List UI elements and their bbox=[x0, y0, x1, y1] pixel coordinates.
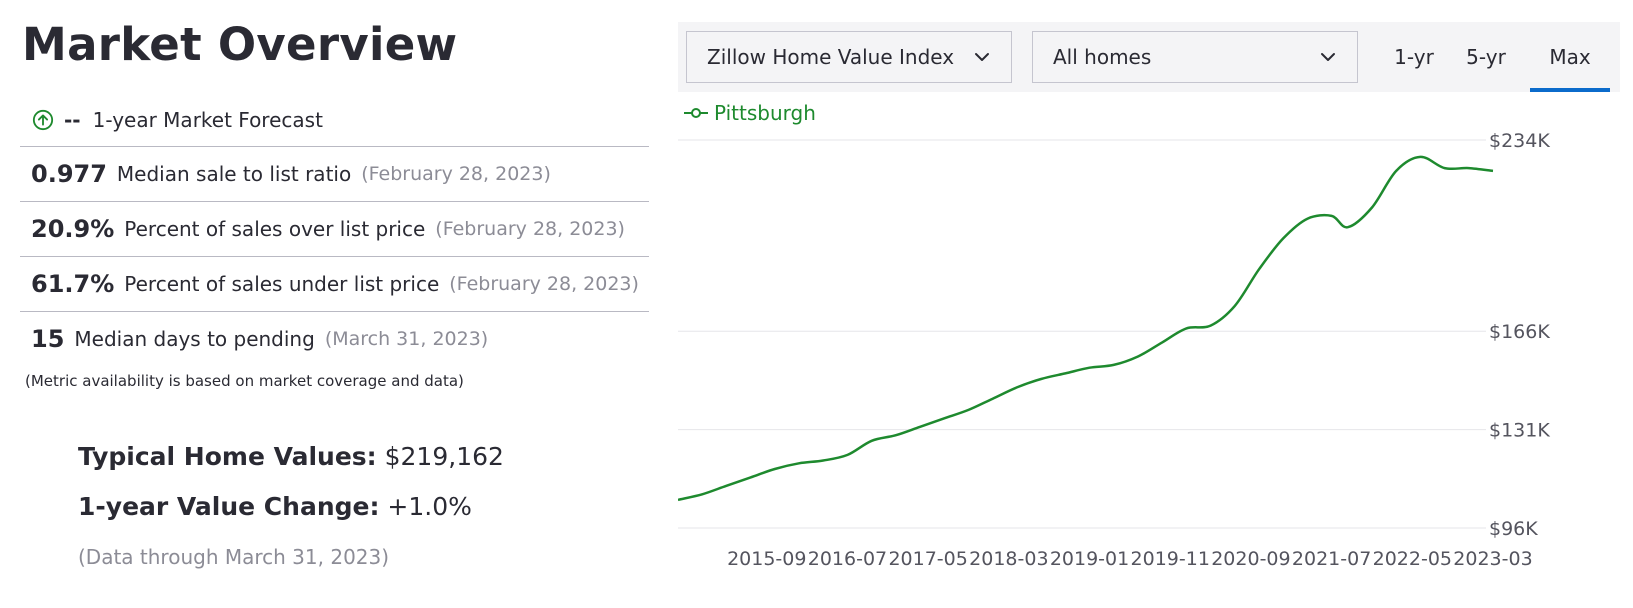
value-change-amount: +1.0% bbox=[387, 492, 472, 521]
data-point bbox=[987, 393, 999, 405]
data-point bbox=[1487, 165, 1499, 177]
metrics-list: 0.977 Median sale to list ratio (Februar… bbox=[20, 146, 649, 366]
legend-line-marker-icon bbox=[684, 108, 708, 118]
metric-label: Median days to pending bbox=[74, 327, 315, 351]
data-point bbox=[1180, 322, 1192, 334]
data-point bbox=[720, 480, 732, 492]
metric-row: 0.977 Median sale to list ratio (Februar… bbox=[20, 146, 649, 201]
market-overview-panel: Market Overview -- 1-year Market Forecas… bbox=[0, 0, 660, 608]
y-tick-label: $166K bbox=[1489, 321, 1550, 343]
index-select-value: Zillow Home Value Index bbox=[707, 45, 955, 69]
data-point bbox=[914, 421, 926, 433]
data-point bbox=[1011, 381, 1023, 393]
data-point bbox=[938, 412, 950, 424]
metric-row: 15 Median days to pending (March 31, 202… bbox=[20, 311, 649, 366]
range-tab-5yr[interactable]: 5-yr bbox=[1466, 45, 1506, 69]
metric-value: 61.7% bbox=[31, 270, 115, 298]
forecast-label: 1-year Market Forecast bbox=[92, 108, 323, 132]
y-tick-label: $96K bbox=[1489, 518, 1538, 540]
metric-date: (March 31, 2023) bbox=[324, 328, 489, 350]
legend-label: Pittsburgh bbox=[714, 101, 816, 125]
data-point bbox=[1390, 165, 1402, 177]
x-tick-label: 2016-07 bbox=[808, 548, 887, 570]
data-point bbox=[1342, 221, 1354, 233]
data-point bbox=[1439, 162, 1451, 174]
metric-label: Median sale to list ratio bbox=[116, 162, 352, 186]
data-point bbox=[1277, 232, 1289, 244]
home-type-select[interactable]: All homes bbox=[1032, 31, 1358, 83]
x-tick-label: 2015-09 bbox=[727, 548, 806, 570]
data-point bbox=[890, 429, 902, 441]
metric-value: 15 bbox=[31, 325, 65, 353]
chevron-down-icon bbox=[975, 53, 989, 61]
x-tick-label: 2019-11 bbox=[1131, 548, 1210, 570]
metric-availability-note: (Metric availability is based on market … bbox=[25, 372, 464, 390]
data-point bbox=[841, 449, 853, 461]
x-tick-label: 2023-03 bbox=[1453, 548, 1532, 570]
range-tab-1yr[interactable]: 1-yr bbox=[1394, 45, 1434, 69]
forecast-value: -- bbox=[64, 108, 81, 132]
x-tick-label: 2021-07 bbox=[1292, 548, 1371, 570]
y-tick-label: $234K bbox=[1489, 130, 1550, 152]
data-point bbox=[866, 435, 878, 447]
x-tick-label: 2019-01 bbox=[1050, 548, 1129, 570]
data-point bbox=[1059, 367, 1071, 379]
market-forecast-row: -- 1-year Market Forecast bbox=[32, 103, 323, 137]
data-point bbox=[1108, 359, 1120, 371]
x-tick-label: 2020-09 bbox=[1211, 548, 1290, 570]
data-point bbox=[1463, 162, 1475, 174]
data-point bbox=[1301, 213, 1313, 225]
metric-label: Percent of sales under list price bbox=[124, 272, 440, 296]
one-year-value-change: 1-year Value Change: +1.0% bbox=[78, 492, 472, 521]
data-point bbox=[962, 404, 974, 416]
data-point bbox=[1205, 320, 1217, 332]
metric-date: (February 28, 2023) bbox=[435, 218, 625, 240]
metric-row: 20.9% Percent of sales over list price (… bbox=[20, 201, 649, 256]
data-point bbox=[1132, 350, 1144, 362]
y-tick-label: $131K bbox=[1489, 420, 1550, 442]
metric-row: 61.7% Percent of sales under list price … bbox=[20, 256, 649, 311]
data-point bbox=[1414, 151, 1426, 163]
data-point bbox=[793, 457, 805, 469]
series-line-pittsburgh bbox=[678, 155, 1494, 502]
metric-label: Percent of sales over list price bbox=[124, 217, 426, 241]
arrow-up-circle-icon bbox=[32, 109, 54, 131]
index-select[interactable]: Zillow Home Value Index bbox=[686, 31, 1012, 83]
range-tab-max[interactable]: Max bbox=[1530, 22, 1610, 92]
x-tick-label: 2018-03 bbox=[969, 548, 1048, 570]
data-point bbox=[1035, 373, 1047, 385]
data-point bbox=[1156, 336, 1168, 348]
home-type-select-value: All homes bbox=[1053, 45, 1152, 69]
chart-toolbar: Zillow Home Value Index All homes 1-yr 5… bbox=[678, 22, 1620, 92]
data-point bbox=[745, 471, 757, 483]
chevron-down-icon bbox=[1321, 53, 1335, 61]
home-values-card bbox=[20, 412, 660, 608]
typical-home-value-amount: $219,162 bbox=[384, 442, 504, 471]
data-point bbox=[1084, 362, 1096, 374]
page-title: Market Overview bbox=[22, 18, 458, 71]
data-point bbox=[696, 488, 708, 500]
chart-legend[interactable]: Pittsburgh bbox=[684, 101, 816, 125]
x-tick-label: 2022-05 bbox=[1373, 548, 1452, 570]
data-point bbox=[1366, 201, 1378, 213]
x-tick-label: 2017-05 bbox=[888, 548, 967, 570]
metric-value: 0.977 bbox=[31, 160, 107, 188]
data-point bbox=[769, 463, 781, 475]
metric-date: (February 28, 2023) bbox=[361, 163, 551, 185]
metric-value: 20.9% bbox=[31, 215, 115, 243]
data-point bbox=[678, 494, 684, 506]
value-change-label: 1-year Value Change: bbox=[78, 492, 380, 521]
data-point bbox=[1229, 300, 1241, 312]
home-value-chart[interactable]: $96K $131K $166K $234K 2015-09 2016-07 2017-05… bbox=[678, 120, 1620, 608]
data-point bbox=[1253, 263, 1265, 275]
typical-home-value-label: Typical Home Values: bbox=[78, 442, 377, 471]
data-point bbox=[817, 455, 829, 467]
data-point bbox=[1326, 210, 1338, 222]
typical-home-value: Typical Home Values: $219,162 bbox=[78, 442, 504, 471]
data-through-note: (Data through March 31, 2023) bbox=[78, 545, 390, 569]
metric-date: (February 28, 2023) bbox=[449, 273, 639, 295]
